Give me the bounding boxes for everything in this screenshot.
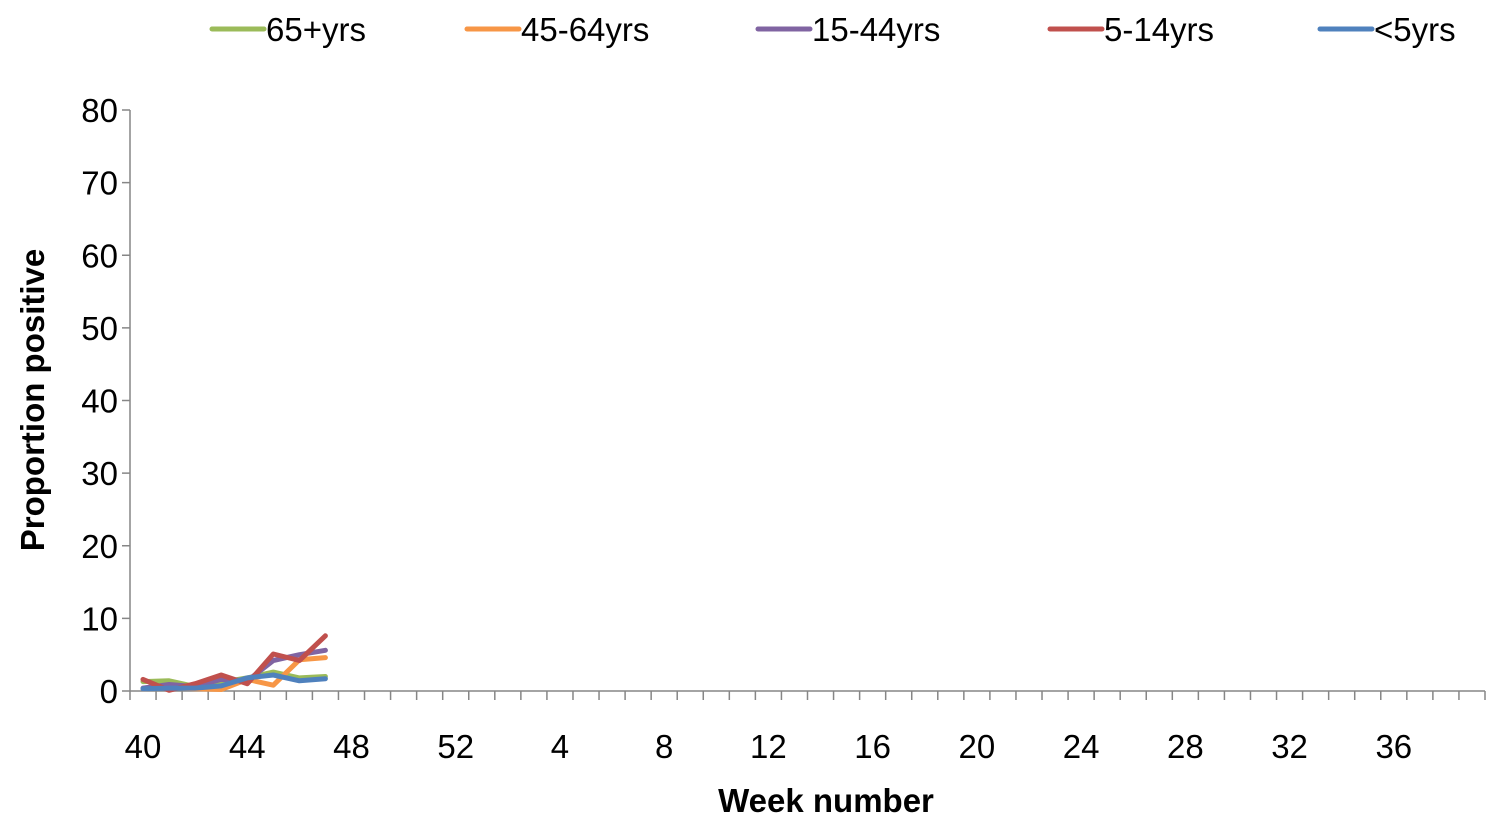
legend-item: 15-44yrs xyxy=(755,11,940,48)
x-tick-label: 52 xyxy=(437,728,474,765)
legend-item: <5yrs xyxy=(1317,11,1456,48)
x-tick-label: 44 xyxy=(229,728,266,765)
x-tick-label: 24 xyxy=(1063,728,1100,765)
x-tick-label: 20 xyxy=(959,728,996,765)
x-tick-label: 48 xyxy=(333,728,370,765)
x-tick-label: 36 xyxy=(1375,728,1412,765)
y-tick-label: 70 xyxy=(81,165,118,202)
x-tick-label: 40 xyxy=(125,728,162,765)
legend-label: 15-44yrs xyxy=(812,11,940,48)
y-tick-label: 60 xyxy=(81,237,118,274)
x-axis-title: Week number xyxy=(718,782,934,816)
x-tick-label: 12 xyxy=(750,728,787,765)
y-tick-label: 20 xyxy=(81,528,118,565)
series-lines xyxy=(140,633,328,693)
legend-label: <5yrs xyxy=(1374,11,1456,48)
x-tick-label: 4 xyxy=(551,728,569,765)
y-tick-label: 80 xyxy=(81,92,118,129)
x-axis: 40 44 48 52 4 8 12 16 20 24 28 32 36 xyxy=(125,690,1486,765)
legend-label: 45-64yrs xyxy=(521,11,649,48)
y-tick-label: 50 xyxy=(81,310,118,347)
legend-label: 65+yrs xyxy=(266,11,366,48)
x-tick-label: 16 xyxy=(854,728,891,765)
y-axis: 0 10 20 30 40 50 60 70 80 xyxy=(81,92,131,710)
y-tick-label: 40 xyxy=(81,383,118,420)
legend-label: 5-14yrs xyxy=(1104,11,1214,48)
x-tick-label: 28 xyxy=(1167,728,1204,765)
legend-item: 65+yrs xyxy=(209,11,366,48)
legend-item: 5-14yrs xyxy=(1047,11,1214,48)
y-axis-title: Proportion positive xyxy=(14,249,51,552)
x-tick-label: 8 xyxy=(655,728,673,765)
x-tick-label: 32 xyxy=(1271,728,1308,765)
y-tick-label: 10 xyxy=(81,600,118,637)
y-tick-label: 0 xyxy=(100,673,118,710)
legend-item: 45-64yrs xyxy=(464,11,649,48)
y-tick-label: 30 xyxy=(81,455,118,492)
series-line xyxy=(140,672,328,692)
legend: 65+yrs 45-64yrs 15-44yrs 5-14yrs <5yrs xyxy=(209,11,1456,48)
